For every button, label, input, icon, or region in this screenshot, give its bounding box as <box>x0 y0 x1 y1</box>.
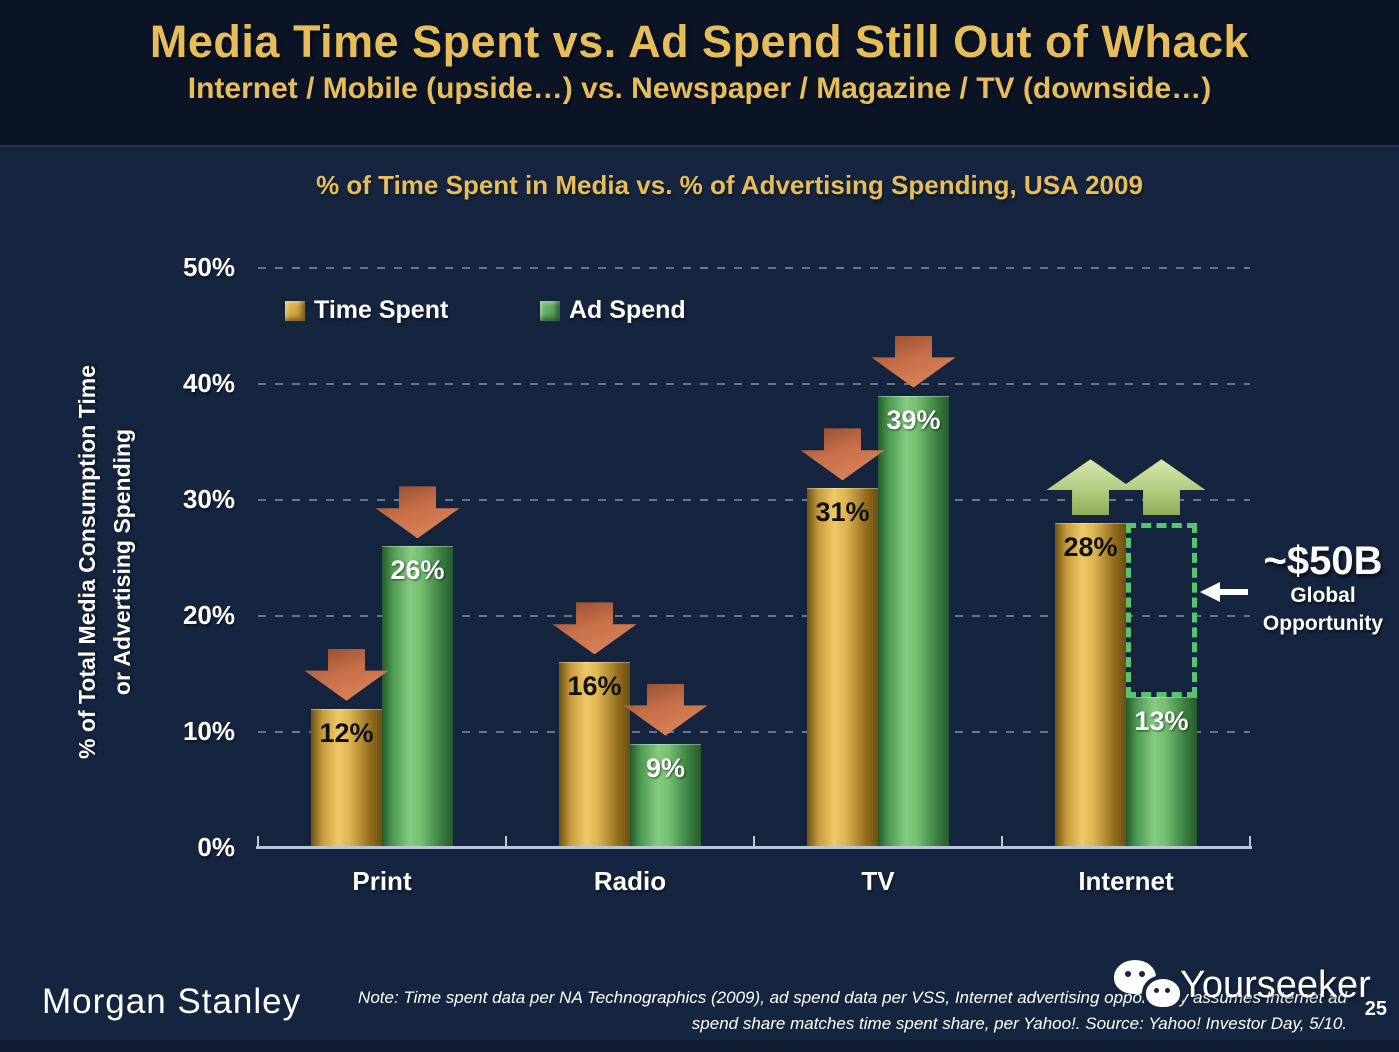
bar-ad-spend-tv: 39% <box>878 395 949 849</box>
page-number: 25 <box>1364 998 1387 1020</box>
opportunity-value: ~$50B <box>1263 539 1383 583</box>
y-tick-label: 20% <box>182 600 235 630</box>
time-spent-swatch-icon <box>285 300 305 321</box>
y-axis-title-line1: % of Total Media Consumption Time <box>74 365 100 759</box>
bar-value-label: 28% <box>1063 532 1118 563</box>
gridline <box>258 615 1250 617</box>
chart-title: % of Time Spent in Media vs. % of Advert… <box>316 170 1143 200</box>
bar-value-label: 12% <box>319 717 374 748</box>
gridline <box>258 383 1250 385</box>
y-axis-title: % of Total Media Consumption Time or Adv… <box>70 312 154 812</box>
legend-label-ad-spend: Ad Spend <box>569 296 686 324</box>
source-note-line2: spend share matches time spent share, pe… <box>691 1014 1347 1034</box>
slide-subtitle: Internet / Mobile (upside…) vs. Newspape… <box>187 72 1212 105</box>
slide-header: Media Time Spent vs. Ad Spend Still Out … <box>0 0 1399 147</box>
bar-time-spent-internet: 28% <box>1055 523 1126 849</box>
opportunity-gap-box <box>1126 523 1197 698</box>
bar-time-spent-print: 12% <box>311 708 382 849</box>
x-axis-tick <box>1001 836 1003 846</box>
category-label-tv: TV <box>861 866 895 896</box>
bar-ad-spend-radio: 9% <box>630 743 701 849</box>
y-tick-label: 50% <box>182 252 235 282</box>
bar-value-label: 39% <box>886 404 941 435</box>
bottom-strip <box>0 1040 1399 1052</box>
down-arrow-icon <box>871 335 956 388</box>
bar-value-label: 16% <box>567 671 622 702</box>
gridline <box>258 731 1250 733</box>
slide-title: Media Time Spent vs. Ad Spend Still Out … <box>149 16 1250 67</box>
wechat-icon <box>1112 958 1184 1012</box>
ad-spend-swatch-icon <box>540 300 560 321</box>
source-note: Note: Time spent data per NA Technograph… <box>297 985 1347 1038</box>
gridline <box>258 499 1250 501</box>
category-label-radio: Radio <box>593 866 667 896</box>
x-axis-tick <box>1249 836 1251 846</box>
left-arrow-icon <box>1200 582 1250 602</box>
y-tick-label: 10% <box>182 716 235 746</box>
down-arrow-icon <box>800 428 885 481</box>
opportunity-label-line1: Global <box>1290 584 1356 607</box>
up-arrow-icon <box>1117 459 1206 516</box>
y-tick-label: 40% <box>182 368 235 398</box>
x-axis-tick <box>505 836 507 846</box>
watermark: Yourseeker <box>1112 958 1371 1012</box>
bar-ad-spend-internet: 13% <box>1126 697 1197 849</box>
up-arrow-icon <box>1046 459 1135 516</box>
legend-item-time-spent: Time Spent <box>285 296 448 325</box>
watermark-text: Yourseeker <box>1180 963 1371 1006</box>
bar-value-label: 13% <box>1134 706 1189 737</box>
down-arrow-icon <box>623 683 708 736</box>
gridline <box>258 267 1250 269</box>
opportunity-annotation: ~$50B Global Opportunity <box>1248 540 1398 639</box>
legend-item-ad-spend: Ad Spend <box>540 296 686 325</box>
down-arrow-icon <box>552 602 637 655</box>
morgan-stanley-logo: Morgan Stanley <box>42 982 302 1021</box>
y-tick-label: 30% <box>182 484 235 514</box>
bar-time-spent-radio: 16% <box>559 662 630 849</box>
legend-label-time-spent: Time Spent <box>314 296 449 324</box>
bar-time-spent-tv: 31% <box>807 488 878 849</box>
bar-value-label: 31% <box>815 497 870 528</box>
down-arrow-icon <box>375 486 460 539</box>
bar-value-label: 9% <box>645 752 686 783</box>
x-axis-tick <box>753 836 755 846</box>
y-axis-title-line2: or Advertising Spending <box>108 428 135 696</box>
category-label-print: Print <box>352 866 412 896</box>
x-axis-tick <box>257 836 259 846</box>
category-label-internet: Internet <box>1078 866 1174 896</box>
y-tick-label: 0% <box>197 832 235 862</box>
bar-value-label: 26% <box>390 555 445 586</box>
bar-ad-spend-print: 26% <box>382 546 453 849</box>
source-note-line1: Note: Time spent data per NA Technograph… <box>358 988 1347 1007</box>
down-arrow-icon <box>304 648 389 701</box>
x-axis-line <box>256 846 1252 849</box>
opportunity-label-line2: Opportunity <box>1262 612 1384 636</box>
